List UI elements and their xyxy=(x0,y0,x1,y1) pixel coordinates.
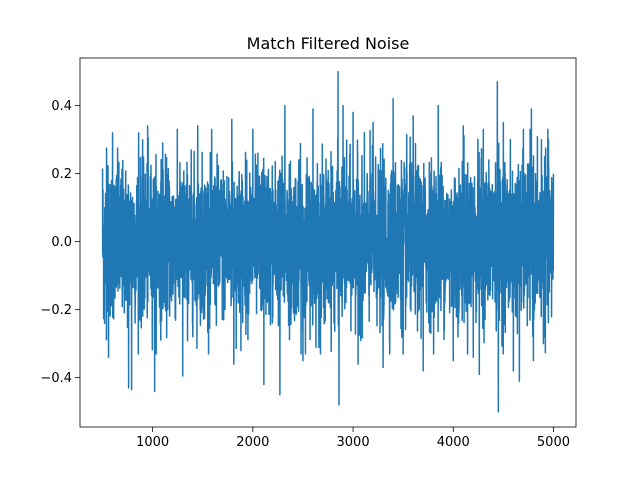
plot-area xyxy=(101,70,555,413)
x-tick-label: 4000 xyxy=(437,435,470,450)
x-tick-label: 3000 xyxy=(337,435,370,450)
y-tick-label: 0.4 xyxy=(51,99,72,114)
y-tick-label: −0.2 xyxy=(40,303,72,318)
x-axis: 1000 2000 3000 4000 5000 xyxy=(136,427,570,450)
x-tick-label: 5000 xyxy=(537,435,570,450)
y-tick-label: 0.2 xyxy=(51,167,72,182)
y-tick-label: 0.0 xyxy=(51,235,72,250)
x-tick-label: 1000 xyxy=(136,435,169,450)
y-axis: −0.4 −0.2 0.0 0.2 0.4 xyxy=(40,99,80,386)
series-line-noise xyxy=(101,70,555,413)
chart-title: Match Filtered Noise xyxy=(247,34,410,53)
axes-frame xyxy=(79,57,577,428)
y-tick-label: −0.4 xyxy=(40,371,72,386)
x-tick-label: 2000 xyxy=(236,435,269,450)
